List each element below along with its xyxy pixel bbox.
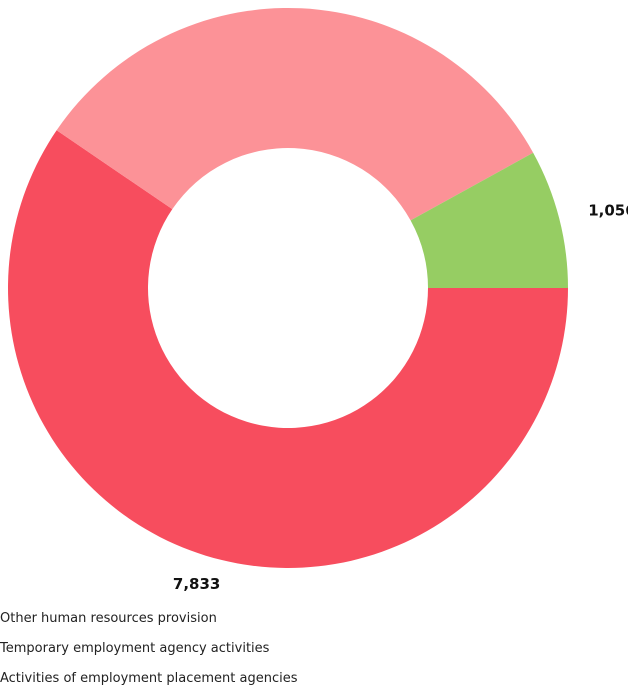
data-label-employment-placement: 1,056 (588, 202, 628, 220)
slice-other-human-resources (8, 130, 569, 568)
legend-item-other-human-resources: Other human resources provision (0, 611, 217, 626)
slice-temporary-employment (56, 7, 534, 221)
legend-item-temporary-employment: Temporary employment agency activities (0, 641, 270, 656)
legend: Other human resources provision Temporar… (0, 608, 628, 698)
slice-employment-placement (410, 152, 568, 288)
legend-item-employment-placement: Activities of employment placement agenc… (0, 671, 298, 686)
data-label-other-human-resources: 7,833 (173, 575, 220, 593)
donut-chart: 7,833 1,056 (8, 7, 628, 593)
